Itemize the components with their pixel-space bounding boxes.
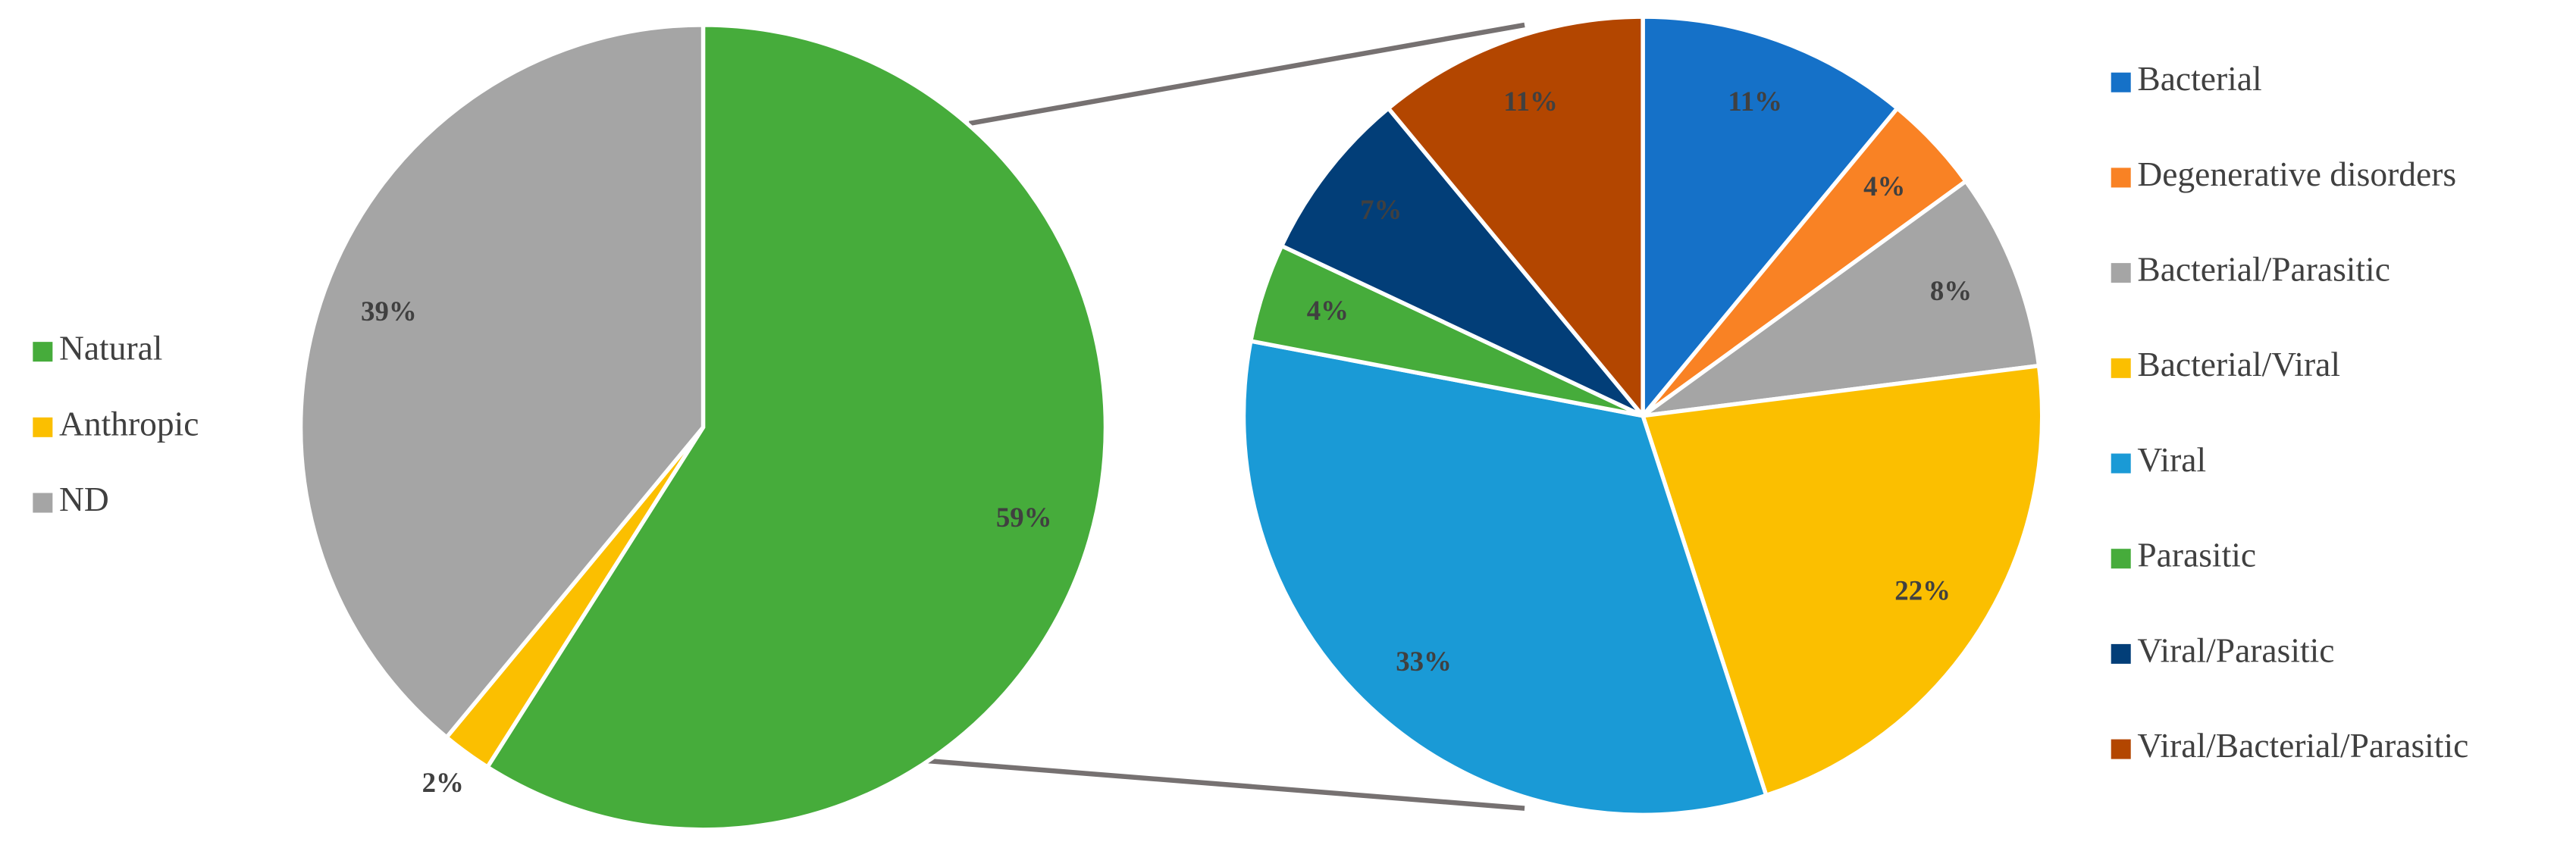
data-label: 11% xyxy=(1503,86,1558,117)
data-label: 4% xyxy=(1863,171,1905,202)
legend-label: Viral xyxy=(2137,440,2206,479)
legend-label: Viral/Parasitic xyxy=(2137,631,2334,669)
connector-line xyxy=(924,758,1525,811)
legend-swatch xyxy=(2111,549,2131,569)
data-label: 39% xyxy=(361,296,417,327)
pie-slice xyxy=(1640,363,2045,798)
data-label: 2% xyxy=(422,767,464,798)
data-label: 33% xyxy=(1396,646,1452,677)
legend-label: Parasitic xyxy=(2137,536,2256,574)
pie-slice xyxy=(1279,105,1645,418)
pie-slice xyxy=(484,23,1108,832)
legend-label: Natural xyxy=(59,329,162,368)
data-label: 4% xyxy=(1307,295,1349,326)
legend-label: ND xyxy=(59,480,109,518)
legend-swatch xyxy=(2111,358,2131,378)
connector-line xyxy=(969,22,1525,127)
pie-slice xyxy=(298,23,706,740)
pie-slice xyxy=(1385,14,1645,422)
data-label: 7% xyxy=(1360,194,1402,225)
legend-label: Bacterial/Viral xyxy=(2137,345,2340,383)
pie-slice xyxy=(1241,338,1769,817)
data-label: 59% xyxy=(996,502,1052,533)
legend-swatch xyxy=(2111,72,2131,92)
legend-label: Viral/Bacterial/Parasitic xyxy=(2137,726,2468,765)
data-label: 22% xyxy=(1894,574,1951,605)
legend-swatch xyxy=(33,417,53,437)
pie-slice xyxy=(1641,178,2042,418)
data-label: 11% xyxy=(1728,86,1782,117)
data-label: 8% xyxy=(1930,275,1972,306)
legend-swatch xyxy=(2111,167,2131,188)
legend-swatch xyxy=(2111,263,2131,283)
legend-label: Anthropic xyxy=(59,404,199,443)
legend-swatch xyxy=(2111,739,2131,759)
legend-swatch xyxy=(33,493,53,513)
legend-swatch xyxy=(33,342,53,362)
legend-swatch xyxy=(2111,453,2131,474)
legend-label: Degenerative disorders xyxy=(2137,155,2456,193)
legend-label: Bacterial xyxy=(2137,59,2261,98)
legend-label: Bacterial/Parasitic xyxy=(2137,250,2390,289)
legend-swatch xyxy=(2111,643,2131,664)
pie-slice xyxy=(1641,14,1901,422)
